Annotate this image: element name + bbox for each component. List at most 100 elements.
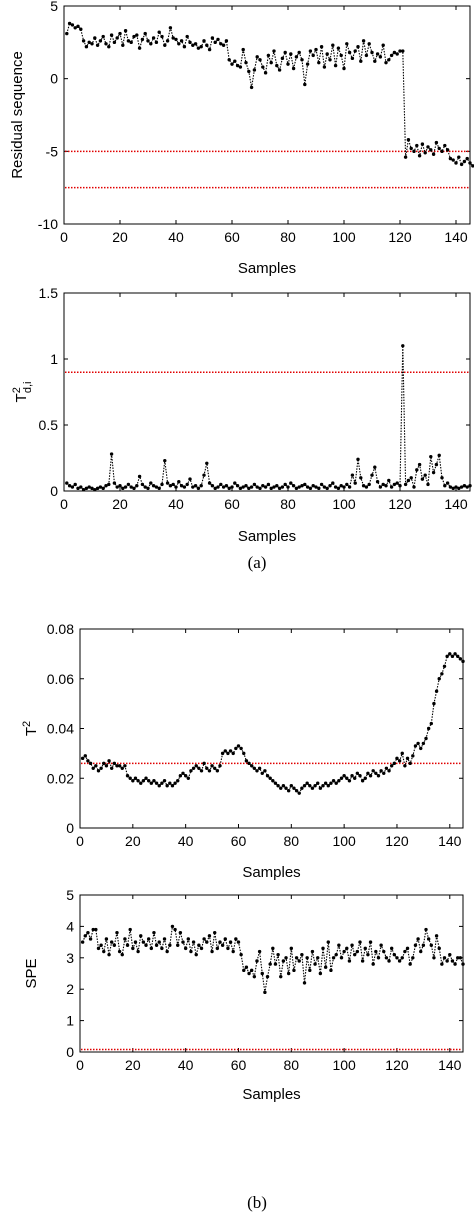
plot-frame (79, 894, 464, 1053)
data-point (448, 156, 453, 161)
data-point (281, 784, 286, 788)
data-point (415, 468, 419, 472)
data-point (269, 60, 273, 65)
y-tick-label: 1.5 (39, 285, 59, 301)
data-point (272, 485, 276, 489)
data-point (289, 784, 294, 788)
data-point (191, 485, 195, 489)
data-point (395, 481, 399, 485)
data-point (112, 943, 117, 947)
data-point (157, 486, 161, 491)
y-tick-label: 1 (66, 1013, 74, 1029)
data-point (247, 971, 251, 976)
y-tick-label: 4 (66, 918, 74, 934)
data-point (403, 482, 408, 487)
data-point (249, 85, 254, 90)
data-point (319, 482, 324, 487)
series-line (82, 653, 464, 795)
data-point (181, 771, 185, 775)
data-point (429, 148, 433, 152)
data-point (149, 42, 153, 46)
data-point (249, 968, 254, 973)
data-point (277, 68, 282, 72)
data-point (453, 962, 457, 966)
data-point (331, 956, 336, 960)
data-point (297, 485, 301, 489)
data-point (424, 927, 428, 932)
data-point (255, 55, 259, 59)
data-point (196, 46, 201, 50)
x-tick-label: 120 (388, 496, 412, 512)
data-point (123, 485, 128, 489)
data-point (384, 766, 389, 770)
data-point (126, 482, 131, 487)
data-point (115, 485, 119, 489)
data-point (347, 50, 352, 55)
data-point (417, 153, 422, 158)
data-point (359, 59, 363, 63)
data-point (363, 776, 367, 780)
data-point (291, 484, 296, 488)
data-point (136, 779, 140, 783)
data-point (367, 482, 371, 487)
y-tick-label: 0.5 (39, 417, 59, 433)
x-tick-label: 100 (332, 229, 356, 245)
data-point (370, 473, 374, 477)
data-point (353, 776, 357, 780)
data-point (360, 959, 365, 963)
data-point (368, 940, 373, 944)
data-point (199, 946, 204, 951)
data-point (215, 769, 220, 773)
data-point (276, 952, 280, 957)
data-point (107, 952, 111, 957)
data-point (123, 764, 127, 768)
data-point (193, 484, 198, 488)
data-point (379, 769, 383, 773)
x-tick-label: 120 (385, 833, 409, 849)
data-point (174, 37, 178, 42)
x-tick-label: 80 (284, 1057, 300, 1073)
data-point (308, 49, 313, 53)
data-point (420, 142, 425, 146)
data-point (129, 485, 133, 489)
data-point (300, 484, 304, 488)
data-point (152, 930, 156, 935)
data-point (303, 82, 307, 87)
x-tick-label: 100 (332, 833, 356, 849)
data-point (120, 952, 124, 957)
data-point (465, 485, 469, 489)
data-point (205, 940, 209, 944)
data-point (80, 940, 85, 944)
data-point (231, 751, 235, 756)
data-point (395, 52, 399, 56)
y-tick-label: -10 (38, 216, 58, 232)
data-point (345, 946, 349, 951)
data-point (137, 46, 142, 50)
data-point (197, 766, 201, 770)
data-point (468, 484, 472, 488)
data-point (294, 788, 299, 793)
data-point (205, 43, 209, 47)
x-tick-label: 140 (438, 1057, 462, 1073)
data-point (339, 484, 343, 488)
data-point (163, 458, 167, 463)
data-point (221, 43, 226, 47)
data-point (305, 62, 310, 66)
data-point (137, 474, 142, 479)
data-point (126, 39, 131, 43)
data-point (102, 761, 106, 766)
data-point (326, 784, 330, 788)
data-point (210, 484, 215, 488)
data-point (322, 485, 327, 489)
data-point (358, 774, 362, 778)
x-tick-label: 140 (444, 229, 468, 245)
data-point (178, 930, 183, 935)
data-point (294, 55, 299, 59)
data-point (90, 42, 94, 46)
x-tick-label: 60 (224, 229, 240, 245)
data-point (244, 965, 249, 969)
data-point (275, 63, 279, 68)
data-point (218, 940, 222, 944)
data-point (302, 981, 307, 985)
data-point (104, 42, 108, 46)
